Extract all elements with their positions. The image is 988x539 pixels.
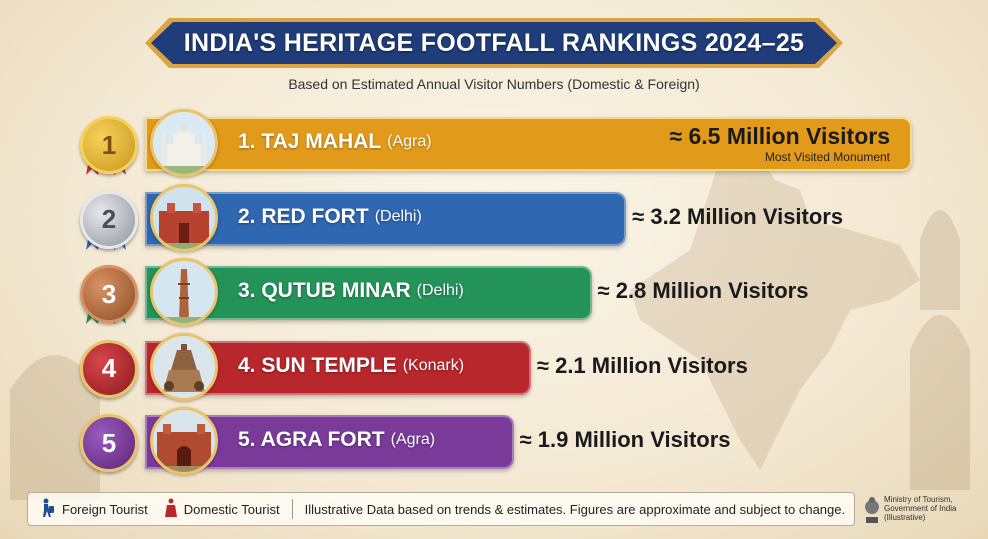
rank-number: 3 [101, 278, 117, 309]
monument-city: (Delhi) [374, 207, 422, 225]
value-label-4: ≈ 2.1 Million Visitors [536, 352, 748, 378]
rank-number: 2 [101, 204, 117, 234]
subtitle: Based on Estimated Annual Visitor Number… [288, 76, 700, 92]
foreign-tourist-label: Foreign Tourist [62, 501, 148, 517]
domestic-tourist-label: Domestic Tourist [183, 501, 280, 517]
value-note-1: Most Visited Monument [764, 150, 890, 164]
monument-name: 1. TAJ MAHAL [238, 130, 382, 153]
temple-silhouette-left [10, 355, 100, 500]
bar-label-5: 5. AGRA FORT (Agra) [238, 415, 435, 465]
monument-name: 2. RED FORT [238, 204, 369, 228]
bar-label-1: 1. TAJ MAHAL (Agra) [238, 117, 432, 167]
monument-city: (Delhi) [416, 282, 464, 299]
monument-image-1 [150, 109, 218, 177]
rank-medal-4: 4 [80, 339, 138, 398]
monument-name: 5. AGRA FORT [238, 428, 385, 451]
monument-image-3 [150, 258, 218, 326]
footer-divider [291, 499, 293, 519]
title-banner: INDIA'S HERITAGE FOOTFALL RANKINGS 2024–… [145, 18, 843, 68]
bar-3 [145, 266, 592, 320]
value-label-2: ≈ 3.2 Million Visitors [632, 203, 844, 229]
monument-name: 4. SUN TEMPLE [238, 353, 397, 377]
value-label-3: ≈ 2.8 Million Visitors [597, 278, 809, 303]
ministry-line-3: (Illustrative) [884, 513, 926, 522]
bar-label-2: 2. RED FORT (Delhi) [238, 192, 422, 242]
monument-city: (Agra) [390, 431, 436, 448]
page-title: INDIA'S HERITAGE FOOTFALL RANKINGS 2024–… [183, 28, 805, 57]
foreign-tourist-icon [38, 498, 56, 521]
monument-city: (Konark) [402, 356, 465, 374]
rank-medal-1: 1 [80, 116, 138, 174]
monument-image-4 [150, 332, 218, 401]
ministry-line-2: Government of India [884, 504, 957, 513]
value-label-5: ≈ 1.9 Million Visitors [519, 427, 731, 452]
emblem-icon [865, 497, 879, 523]
rank-medal-5: 5 [80, 414, 138, 472]
domestic-tourist-icon [164, 498, 178, 521]
india-map-background [630, 155, 920, 470]
bar-2 [145, 191, 627, 246]
ministry-credit: Ministry of Tourism, Government of India… [884, 495, 956, 522]
monument-image-5 [150, 407, 218, 475]
bar-label-4: 4. SUN TEMPLE (Konark) [238, 341, 464, 391]
monument-city: (Agra) [387, 133, 432, 150]
disclaimer-text: Illustrative Data based on trends & esti… [304, 501, 846, 517]
ministry-line-1: Ministry of Tourism, [884, 495, 953, 504]
rank-number: 5 [101, 427, 117, 458]
bar-label-3: 3. QUTUB MINAR (Delhi) [238, 266, 464, 316]
footer-legend: Foreign Tourist Domestic Tourist Illustr… [27, 492, 855, 526]
rank-medal-3: 3 [80, 265, 138, 323]
temple-silhouette-right [910, 210, 970, 490]
rank-number: 4 [101, 353, 117, 383]
value-label-1: ≈ 6.5 Million Visitors [669, 122, 890, 149]
rank-number: 1 [101, 129, 117, 160]
monument-name: 3. QUTUB MINAR [238, 279, 411, 302]
monument-image-2 [150, 183, 218, 252]
rank-medal-2: 2 [80, 190, 138, 249]
bar-1 [145, 117, 912, 171]
